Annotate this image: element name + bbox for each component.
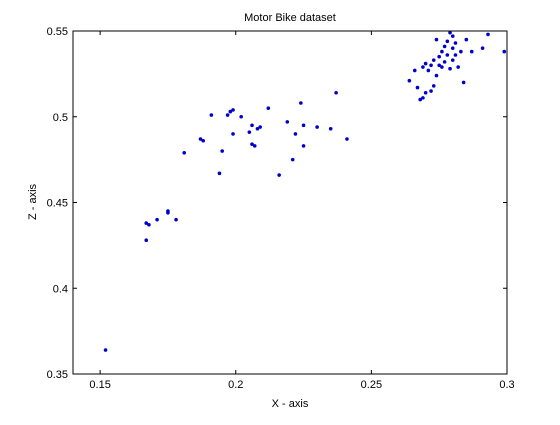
data-point — [440, 49, 444, 54]
data-point — [252, 144, 257, 148]
data-point — [182, 150, 187, 155]
data-point — [147, 222, 151, 227]
data-point — [429, 89, 433, 93]
data-point — [217, 171, 222, 176]
data-point — [453, 53, 458, 57]
data-point — [480, 46, 485, 50]
data-point — [442, 60, 447, 64]
y-tick-label: 0.55 — [47, 26, 68, 38]
data-point — [412, 68, 417, 73]
data-point — [442, 44, 447, 49]
data-point — [421, 96, 425, 100]
data-point — [440, 65, 444, 69]
data-point — [445, 53, 450, 57]
data-point — [461, 80, 466, 85]
data-point — [431, 58, 436, 62]
data-points — [103, 30, 507, 352]
data-point — [290, 157, 295, 162]
data-point — [448, 66, 452, 71]
data-point — [201, 138, 205, 143]
data-point — [166, 210, 170, 215]
data-point — [328, 126, 333, 131]
data-point — [247, 130, 252, 134]
data-point — [418, 97, 423, 102]
data-point — [437, 63, 441, 68]
data-point — [445, 39, 450, 44]
data-point — [459, 49, 463, 54]
data-point — [255, 126, 260, 131]
data-point — [486, 32, 490, 37]
data-point — [456, 65, 460, 69]
data-point — [469, 49, 474, 54]
data-point — [277, 173, 281, 177]
y-tick-label: 0.4 — [53, 283, 68, 295]
data-point — [431, 84, 436, 88]
data-point — [144, 221, 149, 225]
data-point — [315, 125, 319, 129]
y-tick-label: 0.5 — [53, 112, 68, 124]
data-point — [437, 54, 441, 59]
data-point — [421, 65, 425, 69]
data-point — [464, 37, 469, 42]
x-tick-label: 0.3 — [499, 379, 514, 391]
data-point — [266, 106, 271, 110]
data-point — [301, 144, 306, 148]
data-point — [429, 63, 433, 68]
data-point — [231, 108, 235, 112]
data-point — [345, 137, 349, 141]
data-point — [334, 90, 338, 95]
data-point — [434, 73, 439, 78]
data-point — [450, 34, 455, 38]
data-point — [285, 120, 290, 124]
data-point — [453, 41, 458, 45]
data-point — [250, 142, 254, 146]
data-point — [299, 101, 303, 105]
chart-title: Motor Bike dataset — [244, 12, 336, 24]
x-tick-label: 0.2 — [228, 379, 243, 391]
data-point — [209, 113, 214, 117]
data-point — [423, 90, 428, 95]
y-axis-label: Z - axis — [27, 183, 39, 220]
data-point — [423, 61, 428, 66]
x-tick-label: 0.25 — [361, 379, 382, 391]
data-point — [426, 68, 431, 73]
data-point — [250, 123, 254, 128]
data-point — [103, 348, 108, 352]
plot-area-frame — [72, 30, 508, 375]
y-tick-label: 0.35 — [47, 369, 68, 381]
data-point — [220, 149, 224, 153]
data-point — [239, 114, 243, 119]
data-point — [155, 217, 159, 222]
data-point — [258, 125, 262, 129]
data-point — [434, 37, 439, 42]
data-point — [502, 49, 507, 54]
data-point — [450, 46, 455, 50]
data-point — [174, 217, 178, 222]
x-tick-label: 0.15 — [89, 379, 110, 391]
data-point — [293, 132, 298, 136]
data-point — [407, 78, 412, 83]
axis-ticks: 0.15 0.2 0.25 0.3 0.35 0.4 0.45 0.5 0.55 — [47, 26, 515, 391]
data-point — [225, 113, 230, 117]
data-point — [415, 85, 420, 90]
data-point — [450, 58, 455, 62]
data-point — [301, 123, 306, 128]
x-axis-label: X - axis — [272, 398, 309, 410]
data-point — [198, 137, 203, 141]
y-tick-label: 0.45 — [47, 198, 68, 210]
data-point — [144, 238, 149, 243]
data-point — [448, 30, 452, 35]
data-point — [228, 109, 233, 114]
data-point — [231, 132, 235, 136]
